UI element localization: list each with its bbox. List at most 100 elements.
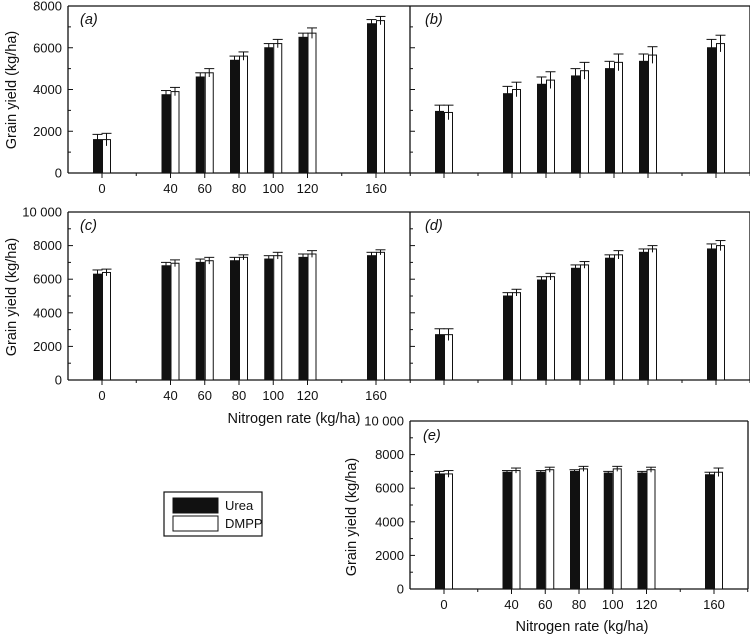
panel-a-xtick-label: 100 <box>262 181 284 196</box>
panel-a-xtick-label: 0 <box>98 181 105 196</box>
panel-e-xtick-label: 80 <box>572 597 586 612</box>
panel-c-ytick-label: 2000 <box>33 339 62 354</box>
panel-a-bar-urea <box>195 76 205 174</box>
panel-b-bar-dmpp <box>648 54 657 174</box>
panel-d-bar-urea <box>537 279 546 381</box>
panel-b-bar-urea <box>537 83 546 174</box>
panel-d-bar-urea <box>571 267 580 381</box>
panel-a-ytick-label: 6000 <box>33 40 62 55</box>
panel-e-bar-urea <box>435 473 444 590</box>
panel-b-bar-urea <box>571 75 580 174</box>
panel-e-xtick-label: 100 <box>602 597 624 612</box>
panel-d-bar-urea <box>503 295 512 381</box>
panel-e-xtick-label: 160 <box>703 597 725 612</box>
panel-b-bar-urea <box>605 68 614 174</box>
panel-e-bar-dmpp <box>545 469 555 590</box>
panel-e-bar-dmpp <box>444 473 453 590</box>
panel-a-xtick-label: 160 <box>365 181 387 196</box>
panel-e-label: (e) <box>423 428 441 444</box>
panel-e-ytick-label: 0 <box>397 582 404 597</box>
panel-c-xtick-label: 60 <box>198 388 212 403</box>
panel-c-bar-urea <box>367 255 376 381</box>
panel-b-bar-dmpp <box>546 79 555 174</box>
panel-e-xlabel: Nitrogen rate (kg/ha) <box>516 619 649 635</box>
panel-e-bar-urea <box>637 472 647 590</box>
panel-a-ytick-label: 4000 <box>33 82 62 97</box>
panel-a-bar-dmpp <box>239 55 248 174</box>
panel-c-bar-urea <box>93 273 102 381</box>
panel-b-bar-urea <box>435 110 444 174</box>
panel-e-ytick-label: 8000 <box>375 447 404 462</box>
panel-c-xtick-label: 160 <box>365 388 387 403</box>
panel-c-ytick-label: 10 000 <box>22 205 62 220</box>
legend-label-urea: Urea <box>225 498 254 513</box>
panel-d-bar-dmpp <box>648 248 657 381</box>
panel-e-xtick-label: 60 <box>538 597 552 612</box>
panel-c-bar-dmpp <box>102 271 111 381</box>
panel-a-bar-dmpp <box>273 43 283 174</box>
panel-b-bar-dmpp <box>614 61 623 174</box>
panel-c-xtick-label: 120 <box>297 388 319 403</box>
panel-e-ytick-label: 6000 <box>375 481 404 496</box>
panel-c-ytick-label: 6000 <box>33 272 62 287</box>
panel-e-bar-urea <box>705 474 714 590</box>
panel-c-ylabel: Grain yield (kg/ha) <box>4 238 20 356</box>
panel-c-xtick-label: 0 <box>98 388 105 403</box>
panel-c-bar-dmpp <box>273 255 283 381</box>
panel-b-bar-dmpp <box>444 111 453 174</box>
panel-e-bar-dmpp <box>579 468 588 590</box>
panel-d-bar-dmpp <box>614 254 623 381</box>
panel-c-bar-urea <box>264 258 274 381</box>
panel-b-bar-dmpp <box>512 89 521 174</box>
panel-a-bar-urea <box>367 23 376 174</box>
panel-c-bar-dmpp <box>239 256 248 381</box>
panel-c-ytick-label: 4000 <box>33 305 62 320</box>
panel-e-xtick-label: 120 <box>636 597 658 612</box>
panel-e-bar-urea <box>603 472 613 590</box>
panel-a-xtick-label: 120 <box>297 181 319 196</box>
panel-a-xtick-label: 60 <box>198 181 212 196</box>
panel-c-xtick-label: 100 <box>262 388 284 403</box>
panel-e-bar-dmpp <box>714 471 723 590</box>
panel-c-ytick-label: 0 <box>55 373 62 388</box>
panel-d-bar-urea <box>639 251 648 381</box>
panel-b-label: (b) <box>425 12 443 28</box>
panel-b-bar-urea <box>707 47 716 174</box>
panel-a-bar-dmpp <box>376 20 385 174</box>
panel-c-bar-urea <box>230 260 239 381</box>
panel-e-xtick-label: 0 <box>440 597 447 612</box>
legend-label-dmpp: DMPP <box>225 516 263 531</box>
legend-swatch-urea <box>172 497 219 514</box>
panel-c-ytick-label: 8000 <box>33 238 62 253</box>
panel-c-bar-dmpp <box>170 262 180 381</box>
panel-a-bar-urea <box>230 59 239 174</box>
panel-d-bar-urea <box>435 334 444 381</box>
legend-box <box>163 491 263 537</box>
panel-d-bar-urea <box>605 257 614 381</box>
panel-a-xtick-label: 80 <box>232 181 246 196</box>
panel-b-bar-dmpp <box>716 43 725 174</box>
panel-c-xtick-label: 40 <box>163 388 177 403</box>
panel-d-bar-dmpp <box>444 334 453 381</box>
panel-d-bar-urea <box>707 248 716 381</box>
panel-a-bar-dmpp <box>204 72 214 174</box>
legend-swatch-dmpp <box>172 515 219 532</box>
panel-c-bar-dmpp <box>204 260 214 381</box>
panel-d-label: (d) <box>425 218 443 234</box>
panel-a-bar-urea <box>298 36 308 174</box>
panel-d-bar-dmpp <box>546 276 555 381</box>
panel-e-ytick-label: 2000 <box>375 548 404 563</box>
panel-e-bar-urea <box>536 471 546 590</box>
panel-a-ylabel: Grain yield (kg/ha) <box>4 31 20 149</box>
panel-b-bar-urea <box>503 93 512 174</box>
panel-d-bar-dmpp <box>716 245 725 381</box>
legend: Urea DMPP <box>163 491 263 537</box>
panel-c-bar-urea <box>298 256 308 381</box>
panel-d-bar-dmpp <box>580 264 589 381</box>
panel-e-xtick-label: 40 <box>504 597 518 612</box>
panel-e-bar-dmpp <box>646 469 656 590</box>
panel-b-bar-urea <box>639 60 648 174</box>
panel-c-bar-urea <box>161 265 171 381</box>
panel-e-ylabel: Grain yield (kg/ha) <box>344 458 360 576</box>
